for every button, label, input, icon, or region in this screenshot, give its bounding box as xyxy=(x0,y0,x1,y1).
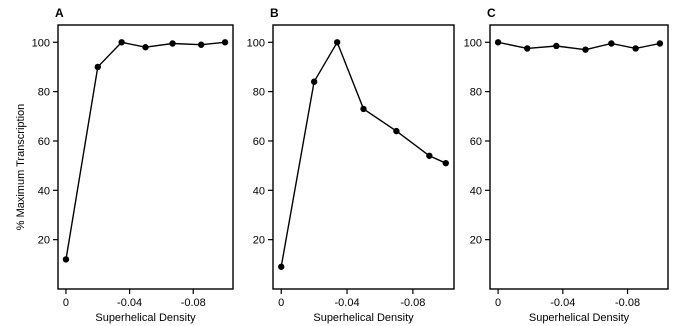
y-tick-label: 20 xyxy=(38,235,50,247)
data-point xyxy=(62,256,70,263)
x-tick-label: -0.08 xyxy=(181,297,206,309)
chart-panel-c: C 20 40 60 80 100 0 -0.04 -0.08 Superhelical Dens… xyxy=(464,6,669,324)
data-point xyxy=(582,46,589,53)
panel-label: A xyxy=(55,6,64,20)
data-point xyxy=(494,39,502,46)
data-point xyxy=(333,39,341,46)
x-tick-label: 0 xyxy=(63,297,69,309)
data-point xyxy=(632,45,639,52)
data-point xyxy=(197,41,205,48)
plot-frame xyxy=(489,24,669,290)
data-point xyxy=(656,40,664,47)
data-point xyxy=(94,63,101,71)
y-tick-label: 80 xyxy=(253,87,265,99)
y-tick-label: 40 xyxy=(470,185,482,197)
chart-panel-a: A 20 40 60 80 100 0 -0.04 -0.08 Superhelical Dens… xyxy=(15,6,234,324)
x-tick-label: -0.04 xyxy=(335,297,360,309)
data-point xyxy=(221,39,229,46)
y-tick-label: 40 xyxy=(253,185,265,197)
x-axis-title: Superhelical Density xyxy=(95,312,196,324)
data-point xyxy=(360,105,367,113)
y-tick-label: 100 xyxy=(32,37,50,49)
y-tick-label: 20 xyxy=(470,235,482,247)
x-tick-label: -0.04 xyxy=(117,297,142,309)
data-point xyxy=(608,40,615,47)
y-tick-label: 80 xyxy=(38,87,50,99)
data-point xyxy=(118,39,125,46)
y-tick-label: 60 xyxy=(253,136,265,148)
data-point xyxy=(310,78,318,85)
chart-panel-b: B 20 40 60 80 100 0 -0.04 -0.08 Superhelical Dens… xyxy=(247,6,455,324)
y-tick-label: 20 xyxy=(253,235,265,247)
panel-label: B xyxy=(270,6,279,20)
data-point xyxy=(278,263,285,270)
y-tick-label: 40 xyxy=(38,185,50,197)
plot-frame xyxy=(57,24,234,290)
data-point xyxy=(426,152,433,159)
data-point xyxy=(553,42,560,50)
x-tick-label: 0 xyxy=(495,297,501,309)
x-axis-title: Superhelical Density xyxy=(313,312,414,324)
x-tick-label: 0 xyxy=(278,297,284,309)
series-line xyxy=(280,40,447,267)
panel-label: C xyxy=(487,6,496,20)
series-line xyxy=(65,41,226,260)
data-point xyxy=(524,45,531,52)
y-tick-label: 100 xyxy=(247,37,265,49)
y-tick-label: 60 xyxy=(38,136,50,148)
y-tick-label: 60 xyxy=(470,136,482,148)
x-tick-label: -0.08 xyxy=(615,297,640,309)
data-point xyxy=(169,40,176,47)
x-tick-label: -0.08 xyxy=(400,297,425,309)
plot-frame xyxy=(272,24,455,290)
x-axis-title: Superhelical Density xyxy=(529,312,630,324)
data-point xyxy=(393,127,400,135)
y-tick-label: 100 xyxy=(464,37,482,49)
y-axis-title: % Maximum Transcription xyxy=(15,104,27,231)
data-point xyxy=(442,159,449,167)
y-tick-label: 80 xyxy=(470,87,482,99)
data-point xyxy=(142,44,149,51)
x-tick-label: -0.04 xyxy=(550,297,575,309)
